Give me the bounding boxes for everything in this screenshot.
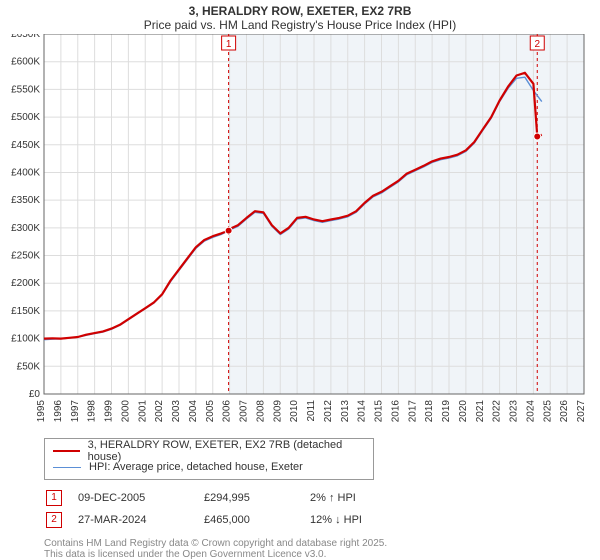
legend-label: HPI: Average price, detached house, Exet… [89, 461, 303, 473]
legend: 3, HERALDRY ROW, EXETER, EX2 7RB (detach… [44, 438, 374, 480]
footer-copyright: Contains HM Land Registry data © Crown c… [44, 538, 600, 549]
svg-text:£500K: £500K [11, 112, 40, 123]
title-address: 3, HERALDRY ROW, EXETER, EX2 7RB [0, 4, 600, 18]
svg-text:1: 1 [226, 39, 232, 50]
svg-text:£300K: £300K [11, 223, 40, 234]
svg-text:£550K: £550K [11, 84, 40, 95]
table-row: 2 27-MAR-2024£465,00012% ↓ HPI [46, 510, 376, 530]
svg-text:2024: 2024 [525, 400, 536, 423]
svg-text:2010: 2010 [289, 400, 300, 423]
svg-text:£250K: £250K [11, 251, 40, 262]
svg-text:2004: 2004 [188, 400, 199, 423]
sale-date: 27-MAR-2024 [78, 510, 202, 530]
svg-text:£650K: £650K [11, 34, 40, 40]
svg-text:2021: 2021 [475, 400, 486, 423]
svg-text:2006: 2006 [222, 400, 233, 423]
sale-date: 09-DEC-2005 [78, 488, 202, 508]
svg-text:1996: 1996 [53, 400, 64, 423]
svg-text:£200K: £200K [11, 278, 40, 289]
legend-swatch [53, 450, 80, 452]
footer: Contains HM Land Registry data © Crown c… [44, 538, 600, 560]
sale-price: £294,995 [204, 488, 308, 508]
svg-text:2007: 2007 [239, 400, 250, 423]
svg-text:2017: 2017 [407, 400, 418, 423]
svg-text:£150K: £150K [11, 306, 40, 317]
svg-text:2000: 2000 [120, 400, 131, 423]
legend-label: 3, HERALDRY ROW, EXETER, EX2 7RB (detach… [88, 439, 365, 463]
svg-text:1995: 1995 [36, 400, 47, 423]
sale-marker-icon: 1 [46, 490, 62, 506]
svg-text:£400K: £400K [11, 167, 40, 178]
svg-text:2020: 2020 [458, 400, 469, 423]
svg-text:2023: 2023 [509, 400, 520, 423]
title-block: 3, HERALDRY ROW, EXETER, EX2 7RB Price p… [0, 0, 600, 34]
sale-price: £465,000 [204, 510, 308, 530]
svg-text:2026: 2026 [559, 400, 570, 423]
svg-text:2008: 2008 [255, 400, 266, 423]
svg-text:2022: 2022 [492, 400, 503, 423]
svg-text:2025: 2025 [542, 400, 553, 423]
chart-container: 3, HERALDRY ROW, EXETER, EX2 7RB Price p… [0, 0, 600, 560]
sale-delta: 12% ↓ HPI [310, 510, 376, 530]
legend-swatch [53, 467, 81, 468]
sale-delta: 2% ↑ HPI [310, 488, 376, 508]
svg-text:2018: 2018 [424, 400, 435, 423]
sale-marker-icon: 2 [46, 512, 62, 528]
svg-text:1998: 1998 [87, 400, 98, 423]
svg-text:2016: 2016 [390, 400, 401, 423]
svg-text:2011: 2011 [306, 400, 317, 422]
svg-text:2019: 2019 [441, 400, 452, 423]
svg-text:£450K: £450K [11, 140, 40, 151]
svg-text:2013: 2013 [340, 400, 351, 423]
svg-text:2014: 2014 [357, 400, 368, 423]
svg-text:2: 2 [534, 39, 540, 50]
svg-text:2009: 2009 [272, 400, 283, 423]
svg-text:£350K: £350K [11, 195, 40, 206]
svg-text:2005: 2005 [205, 400, 216, 423]
table-row: 1 09-DEC-2005£294,9952% ↑ HPI [46, 488, 376, 508]
svg-text:1997: 1997 [70, 400, 81, 423]
sales-table: 1 09-DEC-2005£294,9952% ↑ HPI 2 27-MAR-2024… [44, 486, 378, 532]
svg-text:2015: 2015 [374, 400, 385, 423]
svg-text:1999: 1999 [104, 400, 115, 423]
footer-licence: This data is licensed under the Open Gov… [44, 549, 600, 560]
svg-text:2012: 2012 [323, 400, 334, 423]
title-subtitle: Price paid vs. HM Land Registry's House … [0, 18, 600, 32]
svg-text:2001: 2001 [137, 400, 148, 423]
svg-text:£600K: £600K [11, 57, 40, 68]
svg-text:£100K: £100K [11, 334, 40, 345]
svg-text:£50K: £50K [17, 361, 41, 372]
svg-text:2003: 2003 [171, 400, 182, 423]
svg-text:2002: 2002 [154, 400, 165, 423]
svg-text:2027: 2027 [576, 400, 587, 423]
price-chart: £0 £50K £100K £150K £200K £250K £300K £350K £400… [0, 34, 600, 434]
legend-row: 3, HERALDRY ROW, EXETER, EX2 7RB (detach… [53, 443, 365, 459]
svg-text:£0: £0 [29, 389, 41, 400]
